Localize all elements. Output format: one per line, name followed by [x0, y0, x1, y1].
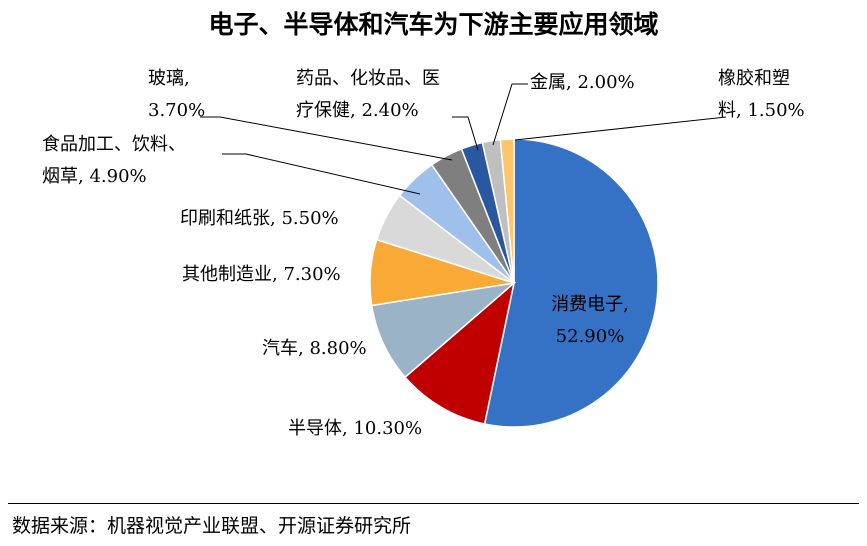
data-source-note: 数据来源：机器视觉产业联盟、开源证券研究所 [12, 515, 412, 537]
footer-divider [8, 503, 859, 504]
slice-label-line: 3.70% [148, 100, 205, 121]
pie-slice-10 [499, 138, 515, 284]
slice-label-line: 疗保健, 2.40% [296, 100, 419, 121]
slice-label-line: 52.90% [556, 326, 625, 347]
pie-chart: 消费电子, 52.90% 半导体, 10.30% 汽车, 8.80% 其他制造业, 7.… [42, 68, 805, 439]
leader-line-7 [200, 116, 453, 161]
slice-label-line: 金属, 2.00% [530, 72, 635, 93]
slice-label-2: 半导体, 10.30% [288, 418, 422, 439]
slice-label-line: 料, 1.50% [718, 100, 805, 121]
slice-label-line: 消费电子, [551, 294, 629, 315]
slice-label-6: 食品加工、饮料、烟草, 4.90% [42, 134, 186, 187]
slice-label-4: 其他制造业, 7.30% [182, 264, 341, 285]
slice-label-10: 橡胶和塑料, 1.50% [718, 68, 805, 121]
slice-label-line: 食品加工、饮料、 [42, 134, 186, 155]
slice-label-line: 其他制造业, 7.30% [182, 264, 341, 285]
leader-line-10 [514, 116, 727, 141]
slice-label-9: 金属, 2.00% [530, 72, 635, 93]
slice-label-line: 印刷和纸张, 5.50% [180, 208, 339, 229]
slice-label-line: 橡胶和塑 [718, 68, 790, 89]
leader-line-9 [492, 83, 528, 146]
pie-slice-1 [483, 138, 659, 428]
slice-label-line: 玻璃, [148, 68, 190, 89]
slice-label-5: 印刷和纸张, 5.50% [180, 208, 339, 229]
leader-line-8 [452, 116, 479, 151]
slice-label-3: 汽车, 8.80% [262, 338, 367, 359]
slice-label-line: 汽车, 8.80% [262, 338, 367, 359]
slice-label-line: 半导体, 10.30% [288, 418, 422, 439]
leader-line-6 [222, 153, 421, 195]
slice-label-line: 烟草, 4.90% [42, 166, 147, 187]
slice-label-7: 玻璃, 3.70% [148, 68, 205, 121]
pie-slice-2 [404, 280, 516, 425]
slice-label-1: 消费电子, 52.90% [551, 294, 629, 347]
chart-title: 电子、半导体和汽车为下游主要应用领域 [208, 10, 659, 39]
slice-label-8: 药品、化妆品、医疗保健, 2.40% [296, 68, 440, 121]
slice-label-line: 药品、化妆品、医 [296, 68, 440, 89]
pie-slice-3 [370, 281, 517, 379]
